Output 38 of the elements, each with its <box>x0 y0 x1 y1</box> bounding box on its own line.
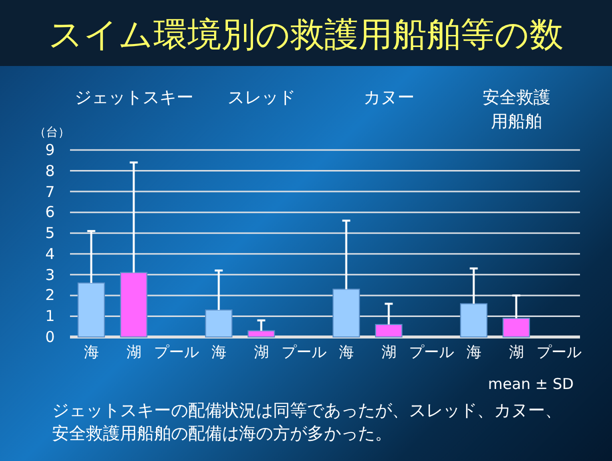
text: カヌー <box>362 87 416 110</box>
text: スレッド <box>227 88 296 108</box>
x-tick-label: プール <box>280 343 328 362</box>
bar <box>205 309 232 338</box>
y-tick-label: 2 <box>44 286 56 304</box>
y-tick-label: 5 <box>44 224 56 242</box>
x-tick-label: 海 <box>466 343 482 361</box>
bar <box>332 288 360 338</box>
text: 安全救護用船舶 <box>481 87 552 134</box>
y-tick-label: 1 <box>44 307 56 326</box>
bar <box>248 330 275 338</box>
bar <box>78 282 105 338</box>
y-tick-label: 4 <box>44 244 56 263</box>
bar <box>502 318 530 338</box>
y-axis-title: （台） <box>34 124 70 141</box>
x-tick-label: 湖 <box>126 343 142 361</box>
text: ジェットスキーの配備状況は同等であったが、スレッド、カヌー、安全救護用船舶の配備は海の方が多かった。 <box>52 400 563 446</box>
text: ジェットスキー <box>73 87 194 110</box>
x-tick-label: 海 <box>82 343 100 362</box>
y-tick-label: 6 <box>44 203 56 222</box>
x-tick-label: 海 <box>211 343 226 361</box>
x-tick-label: 湖 <box>254 343 269 361</box>
x-tick-label: 湖 <box>381 343 396 361</box>
bar <box>460 303 488 338</box>
x-tick-label: プール <box>152 343 200 362</box>
x-tick-label: プール <box>535 343 582 362</box>
x-tick-label: 海 <box>338 343 354 361</box>
y-tick-label: 0 <box>44 328 56 346</box>
y-tick-label: 9 <box>44 141 56 159</box>
bar <box>375 324 402 338</box>
x-tick-label: プール <box>408 343 455 362</box>
y-tick-label: 7 <box>44 182 56 201</box>
y-tick-label: 3 <box>44 266 56 284</box>
text: mean ± SD <box>488 375 574 393</box>
bar <box>120 272 148 338</box>
x-tick-label: 湖 <box>508 343 524 361</box>
y-tick-label: 8 <box>44 162 56 180</box>
chart-title: スイム環境別の救護用船舶等の数 <box>48 14 564 57</box>
